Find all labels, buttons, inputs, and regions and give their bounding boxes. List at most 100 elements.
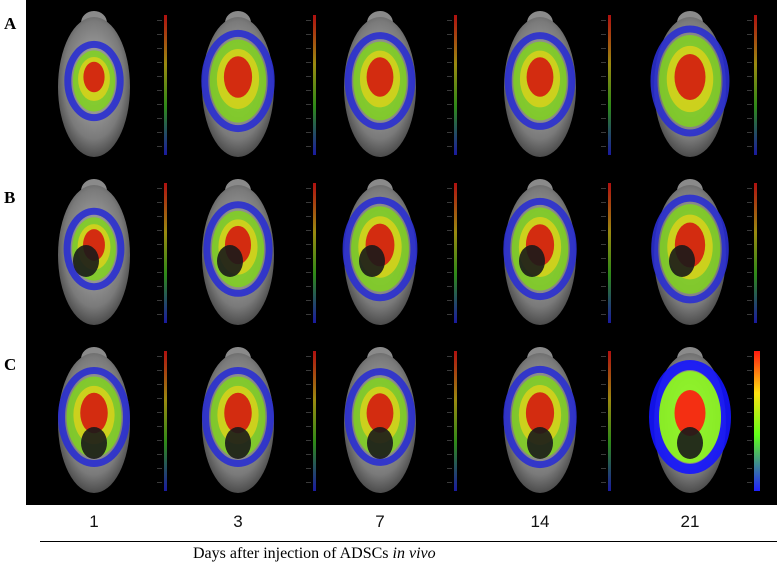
color-scale-tick bbox=[306, 230, 311, 231]
x-axis-line bbox=[40, 541, 777, 542]
color-scale-bar bbox=[313, 183, 316, 323]
color-scale-tick bbox=[601, 412, 606, 413]
color-scale-tick bbox=[306, 76, 311, 77]
color-scale-tick bbox=[601, 468, 606, 469]
color-scale-tick bbox=[447, 440, 452, 441]
wound-area bbox=[359, 245, 385, 277]
color-scale-tick bbox=[601, 62, 606, 63]
image-c-day-14 bbox=[503, 347, 611, 493]
color-scale-tick bbox=[306, 118, 311, 119]
color-scale-tick bbox=[306, 188, 311, 189]
color-scale-tick bbox=[306, 482, 311, 483]
row-label-a: A bbox=[4, 14, 17, 33]
color-scale-tick bbox=[157, 384, 162, 385]
color-scale-tick bbox=[447, 118, 452, 119]
color-scale-tick bbox=[747, 104, 752, 105]
wound-area bbox=[217, 245, 243, 277]
color-scale-tick bbox=[157, 398, 162, 399]
wound-area bbox=[677, 427, 703, 459]
row-label-b: B bbox=[4, 188, 16, 207]
color-scale-tick bbox=[747, 258, 752, 259]
color-scale-tick bbox=[157, 426, 162, 427]
color-scale-tick bbox=[306, 384, 311, 385]
color-scale-tick bbox=[447, 146, 452, 147]
signal-red-core bbox=[525, 392, 555, 434]
color-scale-tick bbox=[601, 426, 606, 427]
signal-red-core bbox=[674, 390, 706, 436]
color-scale-tick bbox=[601, 272, 606, 273]
color-scale-tick bbox=[157, 272, 162, 273]
color-scale-tick bbox=[157, 412, 162, 413]
color-scale-tick bbox=[447, 230, 452, 231]
signal-blue-ring bbox=[344, 32, 416, 130]
color-scale-bar bbox=[454, 15, 457, 155]
color-scale-tick bbox=[601, 146, 606, 147]
signal-blue-ring bbox=[203, 201, 273, 297]
signal-red-core bbox=[83, 61, 105, 93]
image-b-day-7 bbox=[342, 179, 457, 325]
color-scale-tick bbox=[157, 440, 162, 441]
color-scale-tick bbox=[157, 286, 162, 287]
color-scale-tick bbox=[157, 104, 162, 105]
image-b-day-3 bbox=[202, 179, 316, 325]
caption-text: Days after injection of ADSCs bbox=[193, 545, 393, 562]
color-scale-tick bbox=[157, 188, 162, 189]
caption-italic: in vivo bbox=[392, 545, 436, 562]
color-scale-tick bbox=[306, 398, 311, 399]
color-scale-tick bbox=[157, 90, 162, 91]
color-scale-tick bbox=[447, 398, 452, 399]
color-scale-tick bbox=[747, 118, 752, 119]
wound-area bbox=[367, 427, 393, 459]
day-label-21: 21 bbox=[680, 512, 700, 531]
color-scale-tick bbox=[157, 146, 162, 147]
color-scale-tick bbox=[447, 314, 452, 315]
signal-blue-ring bbox=[504, 32, 576, 130]
color-scale-bar bbox=[754, 351, 760, 491]
color-scale-tick bbox=[447, 356, 452, 357]
color-scale-tick bbox=[306, 202, 311, 203]
color-scale-tick bbox=[601, 230, 606, 231]
color-scale-tick bbox=[157, 244, 162, 245]
color-scale-tick bbox=[601, 314, 606, 315]
color-scale-tick bbox=[157, 482, 162, 483]
color-scale-tick bbox=[747, 230, 752, 231]
color-scale-tick bbox=[306, 272, 311, 273]
day-label-1: 1 bbox=[89, 512, 99, 531]
color-scale-tick bbox=[601, 258, 606, 259]
color-scale-tick bbox=[747, 454, 752, 455]
image-b-day-21 bbox=[651, 179, 757, 325]
color-scale-tick bbox=[747, 426, 752, 427]
color-scale-tick bbox=[747, 412, 752, 413]
color-scale-tick bbox=[747, 48, 752, 49]
color-scale-tick bbox=[157, 76, 162, 77]
color-scale-tick bbox=[447, 300, 452, 301]
image-b-day-1 bbox=[58, 179, 167, 325]
image-c-day-21 bbox=[649, 347, 760, 493]
color-scale-bar bbox=[164, 183, 167, 323]
color-scale-tick bbox=[306, 104, 311, 105]
image-a-day-21 bbox=[650, 11, 757, 157]
color-scale-tick bbox=[601, 90, 606, 91]
color-scale-tick bbox=[601, 440, 606, 441]
color-scale-tick bbox=[601, 202, 606, 203]
color-scale-bar bbox=[164, 351, 167, 491]
color-scale-tick bbox=[157, 48, 162, 49]
color-scale-tick bbox=[601, 244, 606, 245]
color-scale-bar bbox=[608, 15, 611, 155]
color-scale-tick bbox=[747, 356, 752, 357]
color-scale-tick bbox=[157, 370, 162, 371]
wound-area bbox=[225, 427, 251, 459]
color-scale-tick bbox=[747, 314, 752, 315]
color-scale-tick bbox=[601, 48, 606, 49]
color-scale-tick bbox=[447, 90, 452, 91]
color-scale-tick bbox=[601, 118, 606, 119]
color-scale-bar bbox=[313, 351, 316, 491]
day-label-3: 3 bbox=[233, 512, 243, 531]
wound-area bbox=[73, 245, 99, 277]
signal-red-core bbox=[674, 54, 706, 100]
color-scale-tick bbox=[157, 258, 162, 259]
color-scale-tick bbox=[447, 272, 452, 273]
image-c-day-3 bbox=[202, 347, 316, 493]
color-scale-tick bbox=[306, 62, 311, 63]
color-scale-bar bbox=[454, 183, 457, 323]
